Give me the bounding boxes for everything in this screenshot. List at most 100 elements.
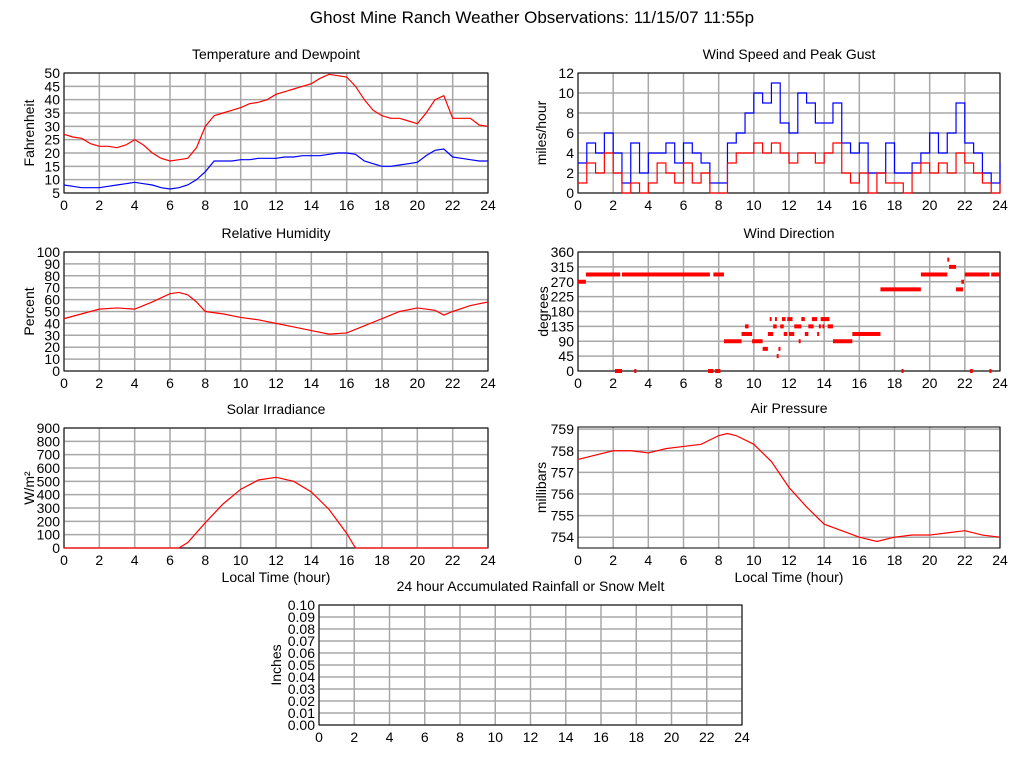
plot-frame — [577, 251, 1001, 372]
x-tick-label: 16 — [339, 375, 355, 391]
y-tick-label: 0.07 — [288, 633, 315, 649]
y-tick-label: 5 — [52, 185, 60, 201]
direction-mark — [773, 324, 777, 329]
x-tick-label: 2 — [95, 552, 103, 568]
x-tick-label: 6 — [166, 375, 174, 391]
direction-mark — [956, 287, 964, 292]
chart-title: 24 hour Accumulated Rainfall or Snow Mel… — [397, 578, 665, 594]
x-tick-label: 10 — [746, 375, 762, 391]
plot-frame — [63, 427, 489, 549]
x-tick-label: 6 — [421, 729, 429, 745]
series-line-1 — [578, 142, 1001, 194]
direction-mark — [880, 287, 921, 292]
x-tick-label: 20 — [664, 729, 680, 745]
plot-frame — [63, 251, 489, 372]
x-tick-label: 10 — [233, 197, 249, 213]
x-tick-label: 24 — [992, 197, 1008, 213]
x-tick-label: 22 — [445, 552, 461, 568]
x-tick-label: 8 — [715, 197, 723, 213]
x-tick-label: 22 — [445, 375, 461, 391]
y-tick-label: 0.03 — [288, 681, 315, 697]
y-axis-label: W/m² — [21, 471, 37, 505]
direction-mark — [794, 324, 802, 329]
y-axis-label: Inches — [268, 644, 284, 685]
direction-mark — [780, 324, 784, 329]
x-tick-label: 2 — [609, 197, 617, 213]
y-tick-label: 900 — [37, 420, 61, 436]
direction-mark — [818, 324, 821, 329]
page-title: Ghost Mine Ranch Weather Observations: 1… — [310, 8, 754, 27]
x-tick-label: 2 — [350, 729, 358, 745]
y-tick-label: 754 — [551, 529, 575, 545]
x-tick-label: 12 — [268, 375, 284, 391]
y-tick-label: 755 — [551, 508, 575, 524]
direction-mark — [991, 272, 1000, 277]
x-tick-label: 20 — [922, 552, 938, 568]
x-tick-label: 20 — [410, 552, 426, 568]
direction-mark — [715, 369, 721, 373]
x-tick-label: 6 — [166, 197, 174, 213]
direction-mark — [578, 279, 586, 284]
direction-mark — [762, 346, 768, 351]
y-tick-label: 12 — [558, 65, 574, 81]
y-tick-label: 800 — [37, 433, 61, 449]
y-tick-label: 90 — [44, 256, 60, 272]
direction-mark — [787, 317, 793, 322]
direction-mark — [708, 369, 714, 373]
plot-frame — [577, 72, 1001, 194]
x-tick-label: 16 — [852, 552, 868, 568]
direction-mark — [634, 369, 637, 373]
y-tick-label: 300 — [37, 500, 61, 516]
y-tick-label: 500 — [37, 473, 61, 489]
x-axis-label: Local Time (hour) — [735, 569, 844, 585]
x-tick-label: 16 — [852, 197, 868, 213]
direction-mark — [723, 339, 742, 344]
y-tick-label: 60 — [44, 292, 60, 308]
y-tick-label: 0.10 — [288, 597, 315, 613]
y-tick-label: 0 — [566, 363, 574, 379]
y-tick-label: 8 — [566, 105, 574, 121]
y-tick-label: 0 — [52, 363, 60, 379]
direction-mark — [769, 317, 772, 322]
x-tick-label: 18 — [887, 552, 903, 568]
x-tick-label: 16 — [339, 197, 355, 213]
x-tick-label: 10 — [487, 729, 503, 745]
y-tick-label: 200 — [37, 513, 61, 529]
y-tick-label: 80 — [44, 268, 60, 284]
direction-mark — [920, 272, 948, 277]
plot-frame — [63, 72, 489, 194]
y-tick-label: 759 — [551, 421, 575, 437]
x-tick-label: 20 — [410, 375, 426, 391]
x-tick-label: 16 — [339, 552, 355, 568]
x-tick-label: 12 — [268, 197, 284, 213]
x-tick-label: 4 — [644, 197, 652, 213]
direction-mark — [852, 331, 881, 336]
x-tick-label: 0 — [574, 375, 582, 391]
y-tick-label: 100 — [37, 527, 61, 543]
y-tick-label: 50 — [44, 65, 60, 81]
x-tick-label: 24 — [992, 552, 1008, 568]
y-tick-label: 45 — [44, 78, 60, 94]
x-tick-label: 8 — [201, 197, 209, 213]
x-tick-label: 4 — [131, 375, 139, 391]
y-tick-label: 10 — [558, 85, 574, 101]
y-tick-label: 10 — [44, 172, 60, 188]
chart-title: Wind Direction — [743, 225, 834, 241]
y-tick-label: 360 — [551, 244, 575, 260]
x-tick-label: 24 — [480, 552, 496, 568]
y-tick-label: 4 — [566, 145, 574, 161]
x-tick-label: 24 — [734, 729, 750, 745]
y-axis-label: miles/hour — [533, 100, 549, 165]
y-axis-label: degrees — [535, 286, 551, 337]
chart-title: Temperature and Dewpoint — [192, 46, 360, 62]
direction-mark — [832, 339, 853, 344]
x-tick-label: 8 — [456, 729, 464, 745]
x-tick-label: 14 — [816, 375, 832, 391]
series-line-0 — [63, 291, 489, 335]
x-tick-label: 12 — [523, 729, 539, 745]
y-tick-label: 100 — [37, 244, 61, 260]
